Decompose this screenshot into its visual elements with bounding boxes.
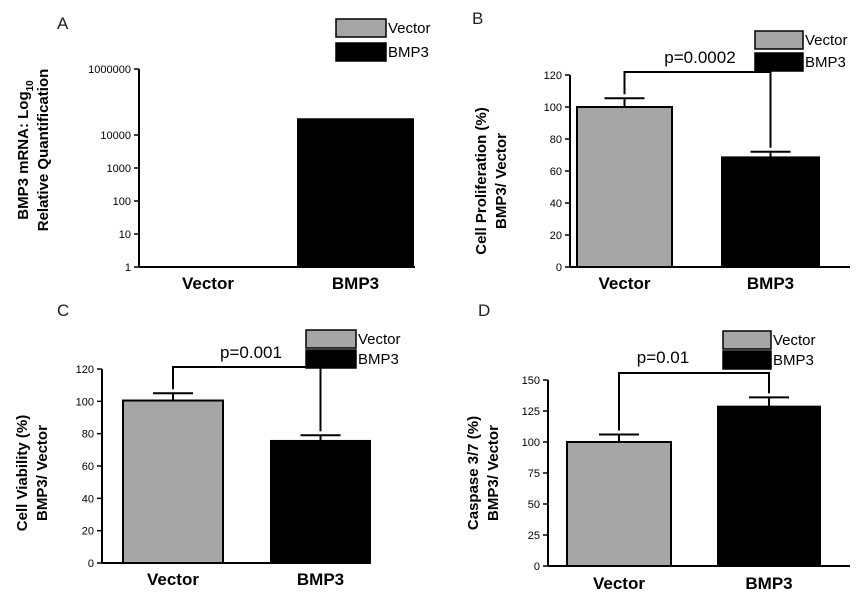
y-tick-label: 100: [76, 396, 94, 408]
panel-letter: C: [57, 301, 69, 320]
bar: [270, 439, 371, 565]
y-tick-label: 10000: [100, 130, 131, 142]
y-axis-label-line2: BMP3/ Vector: [485, 425, 502, 521]
legend: Vector BMP3: [754, 30, 848, 72]
panel-letter: A: [57, 14, 69, 33]
y-axis-label-line1: Caspase 3/7 (%): [465, 416, 482, 530]
legend-swatch: [305, 349, 357, 369]
y-tick-label: 100: [522, 437, 540, 449]
significance-bracket: [172, 366, 322, 432]
bar: [717, 405, 821, 567]
y-axis-label: Cell Viability (%) BMP3/ Vector: [14, 415, 51, 531]
chart-panel: B 0 20 40 60 80 100 120 Vector BMP3 Cell Prolifera…: [472, 9, 850, 293]
y-tick-label: 0: [556, 262, 562, 274]
y-tick-label: 1000000: [88, 64, 131, 76]
y-tick-label: 20: [550, 230, 562, 242]
x-category-label: Vector: [182, 274, 234, 293]
y-axis-label: Cell Proliferation (%) BMP3/ Vector: [473, 107, 510, 255]
y-tick-label: 50: [528, 499, 540, 511]
y-tick-label: 80: [550, 134, 562, 146]
x-category-label: Vector: [147, 570, 199, 589]
bar: [721, 156, 820, 268]
chart-panel: A 1 10 100 1000 10000 1000000 Vector BMP3 BMP3 mR…: [15, 14, 431, 293]
p-value-label: p=0.0002: [664, 48, 735, 67]
legend-label: Vector: [773, 332, 816, 349]
y-axis-label-line2: Relative Quantification: [35, 69, 52, 232]
legend-label: Vector: [358, 331, 401, 348]
bar: [576, 106, 673, 268]
y-tick-label: 1: [125, 262, 131, 274]
panel-letter: D: [478, 301, 490, 320]
y-tick-label: 0: [88, 558, 94, 570]
chart-panel: D 0 25 50 75 100 125 150 Vector BMP3 Caspase 3/7 (…: [465, 301, 850, 593]
y-tick-label: 100: [544, 102, 562, 114]
legend-swatch: [754, 52, 804, 72]
x-category-label: BMP3: [297, 570, 344, 589]
legend-swatch: [754, 30, 804, 50]
y-tick-label: 75: [528, 468, 540, 480]
legend-swatch: [722, 350, 772, 370]
y-axis-label-subscript: 10: [25, 80, 36, 92]
p-value-label: p=0.01: [637, 348, 689, 367]
panel-letter: B: [472, 9, 483, 28]
x-category-label: BMP3: [332, 274, 379, 293]
significance-bracket: [623, 71, 772, 148]
y-axis-label: Caspase 3/7 (%) BMP3/ Vector: [465, 416, 502, 530]
bar: [297, 118, 414, 268]
y-axis-label-line2: BMP3/ Vector: [493, 133, 510, 229]
p-value-label: p=0.001: [220, 343, 282, 362]
x-category-label: BMP3: [745, 574, 792, 593]
y-tick-label: 20: [82, 526, 94, 538]
y-tick-label: 125: [522, 406, 540, 418]
legend: Vector BMP3: [722, 330, 816, 370]
legend-swatch: [335, 18, 387, 38]
y-axis-label: BMP3 mRNA: Log10Relative Quantification: [15, 69, 52, 232]
y-tick-label: 150: [522, 375, 540, 387]
x-category-label: Vector: [593, 574, 645, 593]
legend-label: BMP3: [358, 351, 399, 368]
x-category-label: Vector: [599, 274, 651, 293]
y-tick-label: 120: [544, 70, 562, 82]
legend: Vector BMP3: [335, 18, 431, 62]
y-tick-label: 120: [76, 364, 94, 376]
y-axis-label-line1: Cell Proliferation (%): [473, 107, 490, 255]
y-tick-label: 100: [113, 196, 131, 208]
x-category-label: BMP3: [747, 274, 794, 293]
y-tick-label: 60: [550, 166, 562, 178]
significance-bracket: [618, 372, 770, 431]
legend-swatch: [722, 330, 772, 350]
y-tick-label: 40: [550, 198, 562, 210]
y-tick-label: 1000: [107, 163, 131, 175]
legend-swatch: [335, 42, 387, 62]
legend-swatch: [305, 329, 357, 349]
bar: [566, 441, 672, 567]
bar: [122, 399, 224, 564]
legend: Vector BMP3: [305, 329, 401, 369]
y-axis-label-line1: Cell Viability (%): [14, 415, 31, 531]
legend-label: BMP3: [773, 352, 814, 369]
y-tick-label: 10: [119, 229, 131, 241]
y-axis-label-line1: BMP3 mRNA: Log: [15, 91, 32, 219]
y-tick-label: 0: [534, 561, 540, 573]
y-tick-label: 25: [528, 530, 540, 542]
y-tick-label: 80: [82, 429, 94, 441]
y-axis-label-line2: BMP3/ Vector: [34, 425, 51, 521]
legend-label: Vector: [388, 20, 431, 37]
legend-label: BMP3: [805, 54, 846, 71]
legend-label: Vector: [805, 32, 848, 49]
y-tick-label: 60: [82, 461, 94, 473]
chart-panel: C 0 20 40 60 80 100 120 Vector BMP3 Cell Viability…: [14, 301, 401, 589]
legend-label: BMP3: [388, 44, 429, 61]
y-tick-label: 40: [82, 493, 94, 505]
